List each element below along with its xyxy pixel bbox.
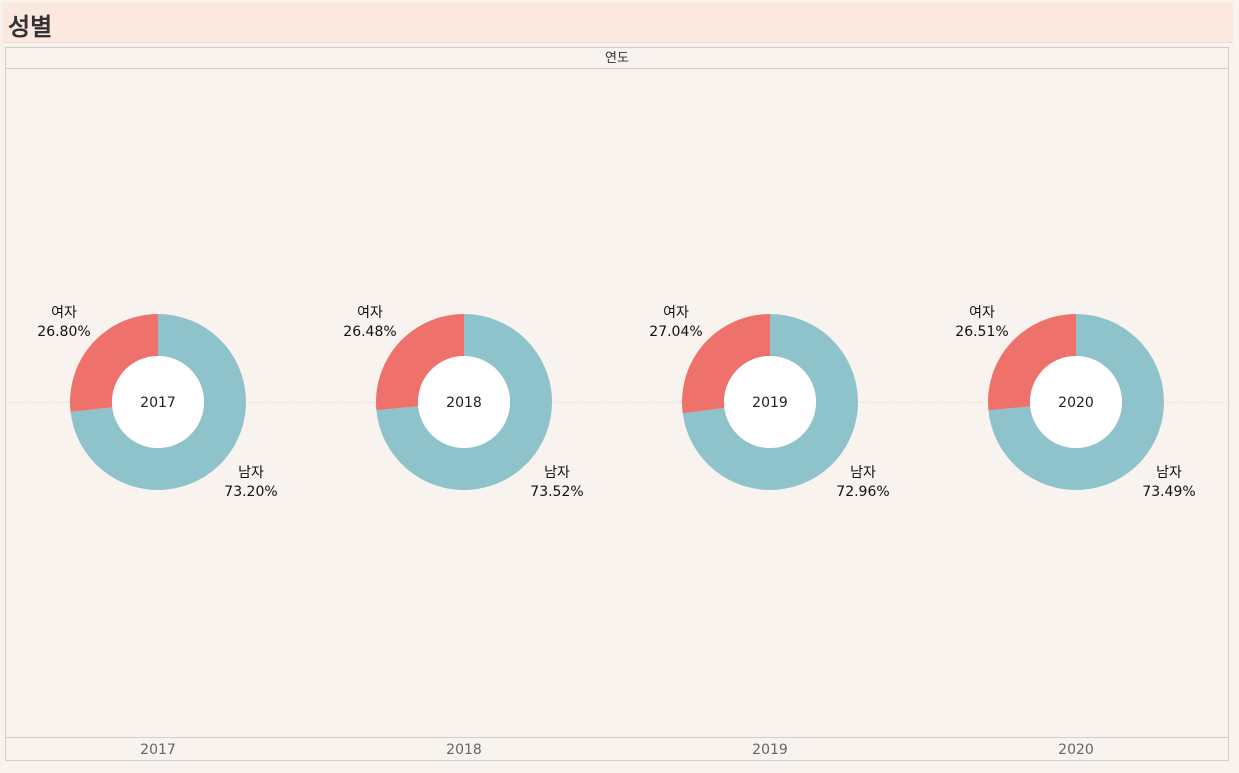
- center-label-2018: 2018: [446, 395, 482, 411]
- donut-hole-2017: [112, 356, 204, 448]
- female-name-label-2018: 여자: [357, 305, 383, 321]
- donut-hole-2018: [418, 356, 510, 448]
- x-tick-label-2019: 2019: [752, 742, 788, 758]
- center-label-2020: 2020: [1058, 395, 1094, 411]
- title-bar: 성별: [2, 2, 1233, 43]
- x-tick-label-2018: 2018: [446, 742, 482, 758]
- pie-slice-male-2020: [988, 314, 1165, 491]
- male-value-label-2020: 73.49%: [1142, 484, 1195, 500]
- pie-slice-female-2018: [375, 314, 464, 411]
- female-value-label-2020: 26.51%: [955, 324, 1008, 340]
- page-title: 성별: [8, 13, 53, 41]
- donut-hole-2019: [724, 356, 816, 448]
- x-tick-label-2020: 2020: [1058, 742, 1094, 758]
- female-name-label-2017: 여자: [51, 305, 77, 321]
- male-name-label-2020: 남자: [1156, 465, 1182, 481]
- chart-frame: [5, 47, 1229, 761]
- ticks-group: 2017 2018 2019 2020: [140, 742, 1094, 758]
- x-tick-label-2017: 2017: [140, 742, 176, 758]
- male-value-label-2018: 73.52%: [530, 484, 583, 500]
- center-label-2019: 2019: [752, 395, 788, 411]
- x-axis-title: 연도: [605, 51, 629, 66]
- pies-group: 2017 여자 26.80% 남자 73.20% 2018 여자 26.48% 남자 73.52%…: [37, 305, 1195, 500]
- female-value-label-2019: 27.04%: [649, 324, 702, 340]
- female-value-label-2018: 26.48%: [343, 324, 396, 340]
- pie-slice-female-2019: [682, 314, 770, 414]
- pie-slice-male-2019: [682, 314, 859, 491]
- male-name-label-2018: 남자: [544, 465, 570, 481]
- male-value-label-2017: 73.20%: [224, 484, 277, 500]
- female-name-label-2020: 여자: [969, 305, 995, 321]
- pie-slice-female-2017: [69, 314, 158, 412]
- male-name-label-2017: 남자: [238, 465, 264, 481]
- donut-hole-2020: [1030, 356, 1122, 448]
- female-value-label-2017: 26.80%: [37, 324, 90, 340]
- pie-slice-male-2017: [70, 314, 246, 490]
- male-name-label-2019: 남자: [850, 465, 876, 481]
- pie-slice-female-2020: [988, 314, 1076, 411]
- pie-slice-male-2018: [376, 314, 552, 490]
- female-name-label-2019: 여자: [663, 305, 689, 321]
- center-label-2017: 2017: [140, 395, 176, 411]
- male-value-label-2019: 72.96%: [836, 484, 889, 500]
